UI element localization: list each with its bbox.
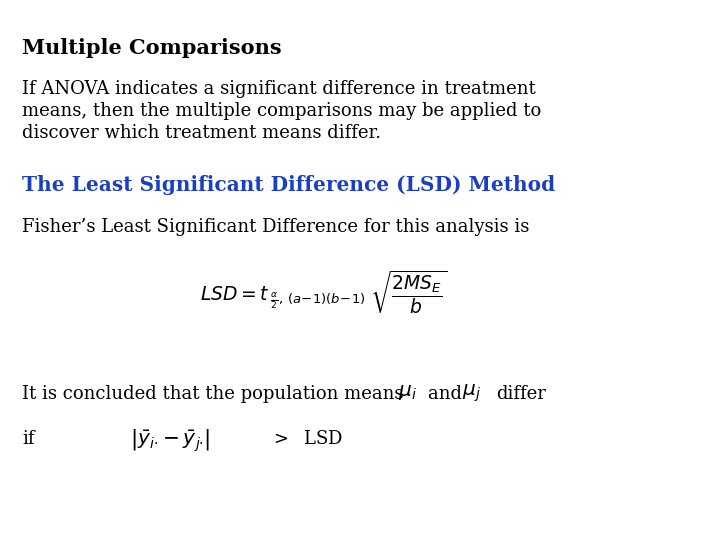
Text: discover which treatment means differ.: discover which treatment means differ. xyxy=(22,124,381,142)
Text: $\mu_i$: $\mu_i$ xyxy=(398,383,417,402)
Text: $LSD = t_{\;\frac{\alpha}{2},\,(a\!-\!1)(b\!-\!1)}\;\sqrt{\dfrac{2MS_E}{b}}$: $LSD = t_{\;\frac{\alpha}{2},\,(a\!-\!1)… xyxy=(200,268,447,315)
Text: $>$  LSD: $>$ LSD xyxy=(270,430,343,448)
Text: If ANOVA indicates a significant difference in treatment: If ANOVA indicates a significant differe… xyxy=(22,80,536,98)
Text: $\left|\bar{y}_{i{\cdot}} - \bar{y}_{j{\cdot}}\right|$: $\left|\bar{y}_{i{\cdot}} - \bar{y}_{j{\… xyxy=(130,428,210,454)
Text: if: if xyxy=(22,430,35,448)
Text: The Least Significant Difference (LSD) Method: The Least Significant Difference (LSD) M… xyxy=(22,175,555,195)
Text: Fisher’s Least Significant Difference for this analysis is: Fisher’s Least Significant Difference fo… xyxy=(22,218,529,236)
Text: means, then the multiple comparisons may be applied to: means, then the multiple comparisons may… xyxy=(22,102,541,120)
Text: $\mu_j$: $\mu_j$ xyxy=(462,383,481,404)
Text: differ: differ xyxy=(496,385,546,403)
Text: and: and xyxy=(428,385,468,403)
Text: Multiple Comparisons: Multiple Comparisons xyxy=(22,38,282,58)
Text: It is concluded that the population means: It is concluded that the population mean… xyxy=(22,385,409,403)
